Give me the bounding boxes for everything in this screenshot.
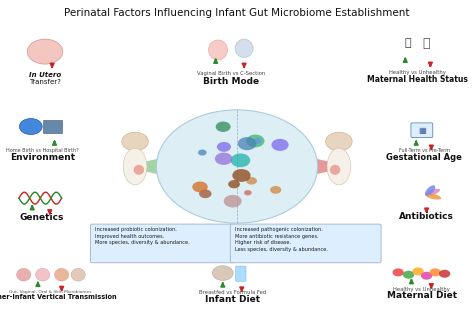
Circle shape <box>212 266 233 280</box>
Text: Mother-Infant Vertical Transmission: Mother-Infant Vertical Transmission <box>0 294 117 300</box>
Polygon shape <box>123 142 235 191</box>
Text: Transfer?: Transfer? <box>29 79 61 85</box>
Text: 👤: 👤 <box>423 37 430 50</box>
FancyBboxPatch shape <box>411 123 433 138</box>
Text: Antibiotics: Antibiotics <box>399 212 454 221</box>
Ellipse shape <box>123 148 147 185</box>
Ellipse shape <box>71 268 85 281</box>
Ellipse shape <box>55 268 69 281</box>
Text: Maternal Health Status: Maternal Health Status <box>367 75 467 84</box>
Text: Perinatal Factors Influencing Infant Gut Microbiome Establishment: Perinatal Factors Influencing Infant Gut… <box>64 8 410 18</box>
Text: Maternal Diet: Maternal Diet <box>387 291 457 300</box>
Circle shape <box>156 110 318 223</box>
Text: Infant Diet: Infant Diet <box>205 295 260 304</box>
Ellipse shape <box>425 185 435 196</box>
Text: Vaginal Birth vs C-Section: Vaginal Birth vs C-Section <box>197 71 265 76</box>
Ellipse shape <box>425 193 441 199</box>
Text: Breastfed vs Formula Fed: Breastfed vs Formula Fed <box>199 290 266 295</box>
Circle shape <box>192 181 208 192</box>
FancyBboxPatch shape <box>230 224 381 263</box>
Text: Gestational Age: Gestational Age <box>386 153 462 162</box>
Circle shape <box>216 122 230 132</box>
Circle shape <box>392 268 404 276</box>
Text: Increased pathogenic colonization.
More antibiotic resistance genes.
Higher risk: Increased pathogenic colonization. More … <box>235 227 328 252</box>
Circle shape <box>326 132 352 151</box>
Circle shape <box>122 132 148 151</box>
Circle shape <box>429 268 441 276</box>
Text: Healthy vs Unhealthy: Healthy vs Unhealthy <box>389 70 446 75</box>
Circle shape <box>224 195 242 207</box>
Circle shape <box>215 153 232 165</box>
Circle shape <box>199 189 211 198</box>
Circle shape <box>19 119 42 135</box>
Circle shape <box>244 190 252 195</box>
Circle shape <box>254 138 262 144</box>
FancyBboxPatch shape <box>43 120 62 133</box>
Ellipse shape <box>235 39 253 58</box>
Ellipse shape <box>425 189 440 196</box>
Text: Birth Mode: Birth Mode <box>203 77 259 86</box>
Circle shape <box>230 154 250 167</box>
Ellipse shape <box>209 40 228 60</box>
Circle shape <box>439 270 450 278</box>
Circle shape <box>272 139 289 151</box>
Circle shape <box>246 177 257 184</box>
Text: 👤: 👤 <box>404 38 411 48</box>
FancyBboxPatch shape <box>236 266 246 281</box>
Text: Full-Term vs Pre-Term: Full-Term vs Pre-Term <box>399 148 450 153</box>
Text: In Utero: In Utero <box>29 72 61 78</box>
Ellipse shape <box>36 268 50 281</box>
Ellipse shape <box>330 165 340 175</box>
Text: Increased probiotic colonization.
Improved health outcomes.
More species, divers: Increased probiotic colonization. Improv… <box>95 227 190 245</box>
Polygon shape <box>239 142 351 191</box>
Circle shape <box>270 186 281 194</box>
Ellipse shape <box>17 268 31 281</box>
Text: Genetics: Genetics <box>19 213 64 222</box>
Text: Environment: Environment <box>10 153 75 162</box>
Text: Healthy vs Unhealthy: Healthy vs Unhealthy <box>393 287 450 292</box>
FancyBboxPatch shape <box>91 224 234 263</box>
Circle shape <box>228 180 240 188</box>
Circle shape <box>403 271 414 279</box>
Circle shape <box>246 135 264 148</box>
Ellipse shape <box>27 39 63 64</box>
Circle shape <box>238 137 256 150</box>
Text: ▦: ▦ <box>418 126 426 135</box>
Circle shape <box>198 150 207 156</box>
Circle shape <box>217 142 231 152</box>
Ellipse shape <box>134 165 144 175</box>
Text: Gut, Vaginal, Oral & Skin Microbiomes: Gut, Vaginal, Oral & Skin Microbiomes <box>9 290 91 294</box>
Circle shape <box>421 272 432 280</box>
Circle shape <box>412 267 424 275</box>
Circle shape <box>232 169 251 182</box>
Text: Home Birth vs Hospital Birth?: Home Birth vs Hospital Birth? <box>6 148 79 153</box>
Ellipse shape <box>327 148 351 185</box>
